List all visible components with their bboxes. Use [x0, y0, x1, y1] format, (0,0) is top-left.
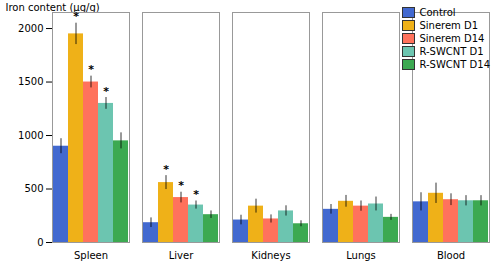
svg-text:*: * [163, 163, 169, 176]
svg-text:*: * [193, 188, 199, 201]
svg-text:*: * [103, 85, 109, 98]
svg-text:Kidneys: Kidneys [251, 250, 290, 261]
svg-text:Lungs: Lungs [346, 250, 376, 261]
svg-text:1500: 1500 [18, 76, 43, 87]
svg-text:Blood: Blood [437, 250, 465, 261]
html-text:R-SWCNT D14: R-SWCNT D14 [419, 58, 490, 70]
svg-text:Iron content (μg/g): Iron content (μg/g) [6, 2, 100, 13]
html-text:R-SWCNT D1: R-SWCNT D1 [419, 45, 484, 57]
html-text:Sinerem D14: Sinerem D14 [419, 32, 485, 44]
svg-text:*: * [73, 10, 79, 23]
svg-text:500: 500 [24, 183, 43, 194]
svg-text:*: * [88, 63, 94, 76]
svg-text:0: 0 [37, 237, 43, 248]
html-text:Control: Control [419, 6, 456, 18]
svg-text:Spleen: Spleen [74, 250, 108, 261]
svg-text:1000: 1000 [18, 130, 43, 141]
svg-text:Liver: Liver [169, 250, 194, 261]
svg-text:2000: 2000 [18, 23, 43, 34]
html-text:Sinerem D1: Sinerem D1 [419, 19, 479, 31]
svg-text:*: * [178, 179, 184, 192]
